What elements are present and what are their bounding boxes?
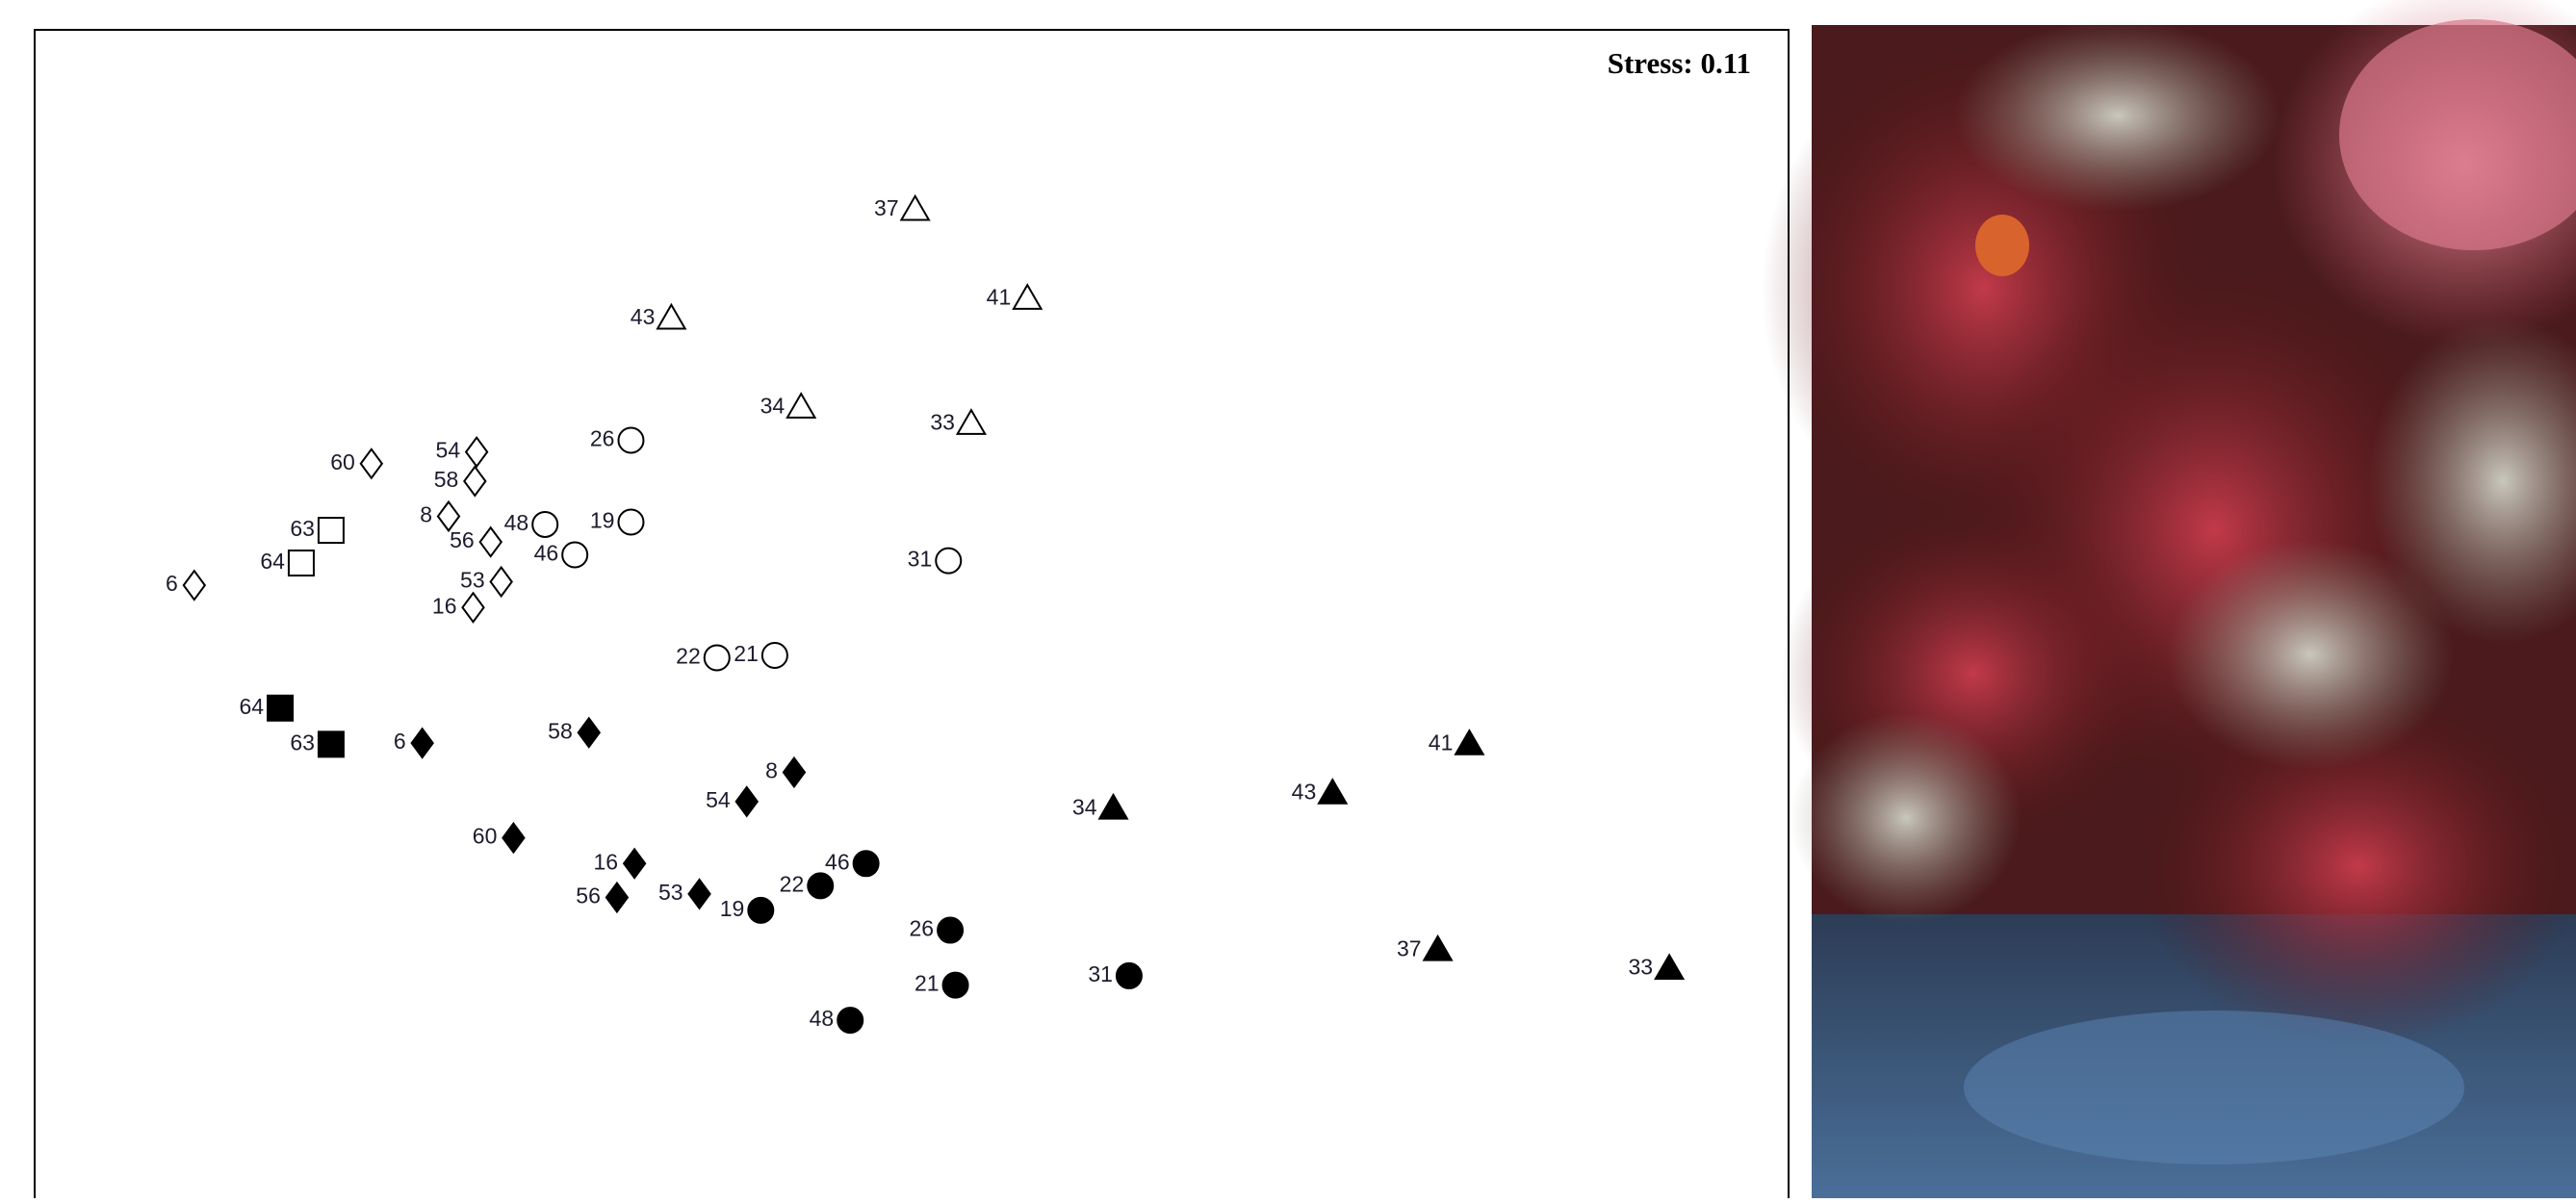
point-label: 48 <box>504 510 529 535</box>
point <box>562 543 587 568</box>
stress-annotation: Stress: 0.11 <box>1608 46 1751 80</box>
point-label: 58 <box>434 467 459 492</box>
point <box>837 1008 863 1033</box>
point-label: 16 <box>594 849 619 874</box>
point <box>943 973 968 998</box>
point <box>289 550 314 576</box>
point-label: 8 <box>765 758 778 783</box>
point-label: 34 <box>760 394 786 419</box>
point-label: 43 <box>1292 779 1317 804</box>
point-label: 54 <box>436 438 461 463</box>
point-label: 22 <box>676 644 701 669</box>
point-label: 54 <box>706 787 731 812</box>
point <box>618 510 643 535</box>
point-label: 26 <box>909 916 934 941</box>
point <box>762 643 787 668</box>
point-label: 26 <box>590 426 615 451</box>
point <box>532 512 557 537</box>
point <box>319 518 344 543</box>
point-label: 60 <box>330 449 355 474</box>
point-label: 63 <box>290 516 315 541</box>
point <box>808 873 833 898</box>
point-label: 19 <box>590 508 615 533</box>
point-label: 6 <box>394 729 406 754</box>
point-label: 41 <box>987 285 1012 310</box>
point <box>938 918 963 943</box>
point <box>268 696 293 721</box>
point-label: 31 <box>908 547 933 572</box>
point-label: 64 <box>239 694 264 719</box>
point-label: 53 <box>658 880 683 905</box>
point-label: 33 <box>1629 955 1654 980</box>
point-label: 63 <box>290 729 315 755</box>
point-label: 21 <box>734 641 759 666</box>
point <box>854 851 879 876</box>
point <box>618 427 643 452</box>
point-label: 60 <box>473 824 498 849</box>
point-label: 16 <box>432 593 457 618</box>
point <box>748 898 773 923</box>
point-label: 48 <box>810 1006 835 1031</box>
point-label: 56 <box>576 883 601 909</box>
point-label: 53 <box>460 568 485 593</box>
point-label: 64 <box>260 549 285 574</box>
point-label: 58 <box>548 718 573 743</box>
point-label: 56 <box>450 527 475 552</box>
point-label: 6 <box>166 571 178 596</box>
point-label: 43 <box>631 304 656 329</box>
point-label: 31 <box>1088 961 1113 986</box>
point-label: 19 <box>720 896 745 921</box>
figure: Stress: 0.11 374143343326194846312221605… <box>0 0 2576 1198</box>
point-label: 37 <box>1397 935 1422 960</box>
point <box>705 645 730 670</box>
point <box>936 549 961 574</box>
point-label: 37 <box>874 195 899 220</box>
page: {"chart_data": {"type": "scatter", "anno… <box>0 0 2576 1198</box>
point-label: 33 <box>930 410 955 435</box>
point-label: 46 <box>825 849 850 874</box>
point <box>319 731 344 756</box>
photo <box>1762 0 2576 1198</box>
point-label: 34 <box>1072 794 1097 819</box>
point-label: 8 <box>420 502 432 527</box>
point-label: 22 <box>780 871 805 896</box>
point-label: 21 <box>914 971 940 996</box>
point-label: 41 <box>1429 729 1454 755</box>
point <box>1117 963 1142 988</box>
point-label: 46 <box>534 541 559 566</box>
